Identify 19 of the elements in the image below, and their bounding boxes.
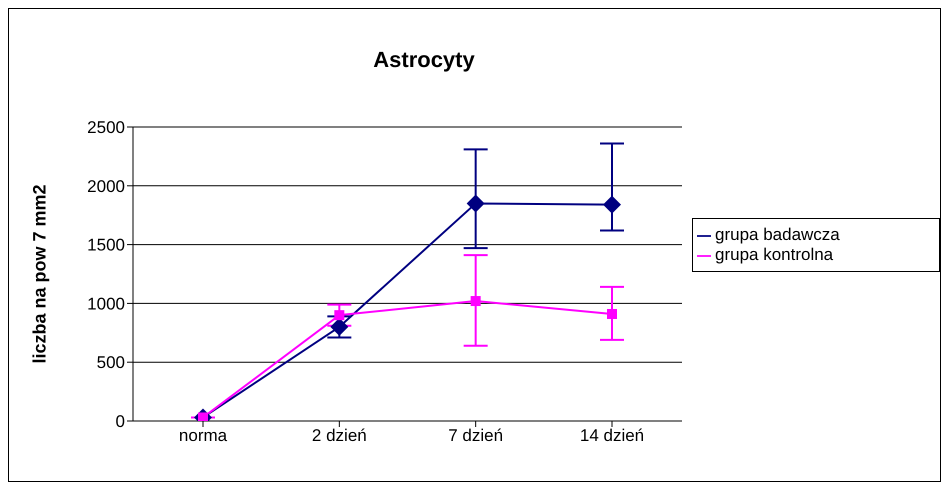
y-tick-label: 0 — [116, 412, 125, 432]
x-tick-label: 14 dzień — [580, 426, 644, 446]
x-tick-label: norma — [178, 426, 228, 446]
y-tick-label: 2500 — [87, 118, 125, 138]
x-tick-label: 7 dzień — [448, 426, 504, 446]
point — [466, 194, 485, 212]
y-tick-label: 2000 — [87, 176, 125, 196]
y-axis-title: liczba na pow 7 mm2 — [29, 184, 50, 364]
y-tick-label: 1000 — [87, 294, 125, 314]
point — [607, 308, 617, 319]
point — [334, 310, 344, 320]
legend-label: grupa kontrolna — [715, 245, 834, 264]
point — [470, 296, 481, 306]
y-tick-label: 500 — [96, 353, 125, 372]
legend-label: grupa badawcza — [715, 225, 840, 244]
x-tick-label: 2 dzień — [312, 426, 367, 446]
chart-title: Astrocyty — [372, 47, 476, 73]
point — [603, 196, 621, 214]
y-tick-label: 1500 — [87, 236, 125, 255]
